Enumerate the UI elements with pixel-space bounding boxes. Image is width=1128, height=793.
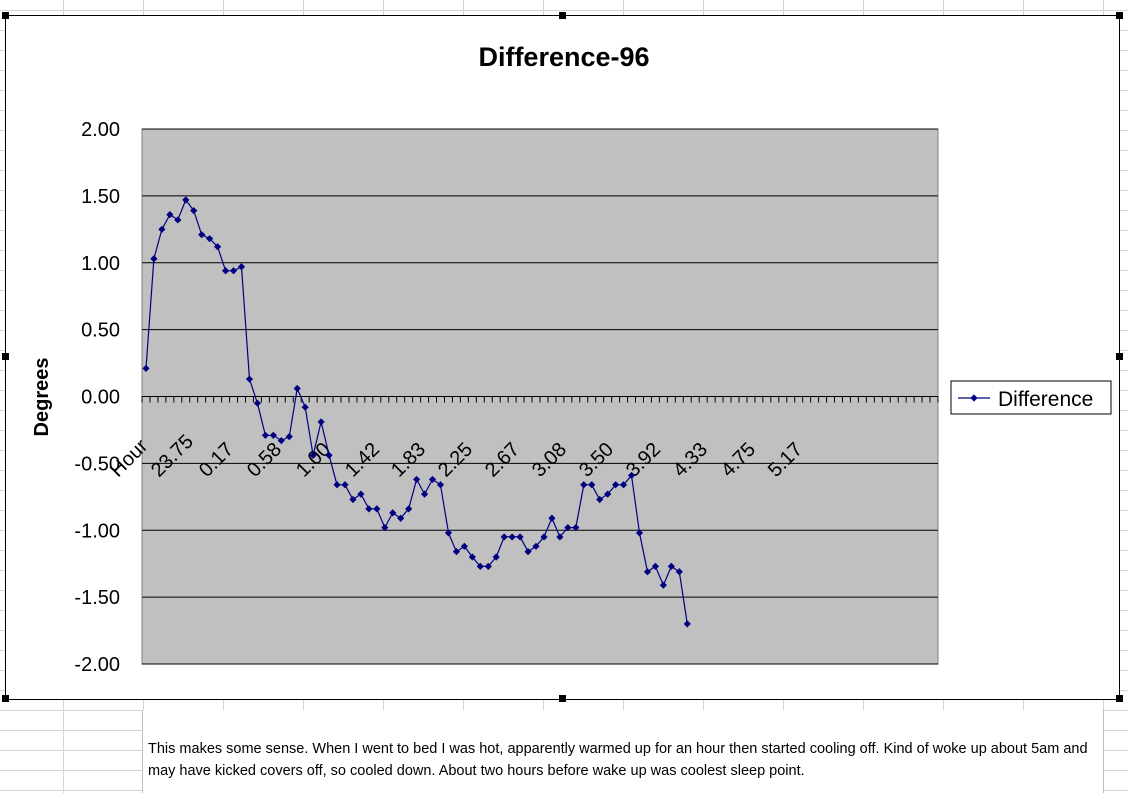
resize-handle-top-middle[interactable]: [559, 12, 566, 19]
data-point: [468, 553, 476, 561]
data-point: [373, 505, 381, 513]
y-tick-label: 0.50: [81, 320, 120, 342]
data-point: [349, 495, 357, 504]
data-point: [237, 263, 246, 271]
data-point: [341, 481, 349, 489]
data-point: [436, 481, 445, 489]
data-point: [532, 542, 540, 550]
data-point: [174, 216, 182, 224]
chart-title: Difference-96: [478, 42, 650, 72]
data-point: [277, 437, 285, 445]
data-point: [516, 533, 524, 541]
data-point: [301, 403, 309, 411]
data-point: [397, 514, 405, 522]
data-point: [500, 533, 508, 541]
data-point: [389, 509, 397, 517]
legend-label: Difference: [998, 388, 1093, 411]
data-point: [643, 568, 652, 576]
data-point: [413, 475, 421, 484]
data-point: [190, 206, 198, 215]
data-point: [580, 481, 588, 489]
data-point: [604, 490, 612, 498]
data-point: [221, 267, 230, 275]
data-point: [381, 523, 389, 532]
data-point: [667, 562, 675, 570]
data-point: [365, 505, 373, 513]
data-point: [492, 553, 500, 561]
data-point: [214, 243, 222, 251]
resize-handle-bottom-left[interactable]: [2, 695, 9, 702]
data-point: [540, 533, 548, 541]
data-point: [285, 433, 293, 441]
legend-marker-icon: [970, 394, 978, 402]
resize-handle-middle-right[interactable]: [1116, 353, 1123, 360]
data-point: [612, 481, 620, 489]
data-point: [460, 542, 468, 550]
data-point: [142, 364, 150, 373]
data-point: [588, 481, 596, 489]
data-point: [572, 523, 580, 532]
data-point: [476, 562, 484, 570]
y-tick-label: 1.00: [81, 253, 120, 275]
data-point: [309, 451, 317, 459]
data-point: [333, 481, 341, 489]
y-tick-label: -0.50: [74, 453, 120, 475]
y-axis-label: Degrees: [31, 358, 53, 437]
data-point: [452, 548, 461, 556]
data-point: [293, 384, 301, 393]
data-point: [261, 431, 269, 439]
data-point: [627, 471, 636, 480]
resize-handle-bottom-middle[interactable]: [559, 695, 566, 702]
data-point: [548, 514, 556, 522]
data-point: [683, 620, 691, 628]
resize-handle-top-left[interactable]: [2, 12, 9, 19]
data-point: [675, 568, 683, 576]
comment-note: This makes some sense. When I went to be…: [142, 710, 1104, 793]
data-point: [253, 399, 262, 407]
data-point: [269, 431, 277, 439]
resize-handle-bottom-right[interactable]: [1116, 695, 1123, 702]
data-point: [206, 235, 214, 243]
data-point: [635, 529, 644, 537]
data-point: [357, 490, 365, 498]
data-point: [158, 225, 166, 233]
data-point: [508, 533, 516, 541]
y-tick-label: 1.50: [81, 186, 120, 208]
data-point: [150, 255, 158, 263]
data-point: [229, 267, 238, 275]
data-point: [166, 211, 174, 219]
data-point: [198, 231, 206, 239]
data-point: [596, 495, 604, 504]
data-point: [659, 581, 667, 589]
y-tick-label: 2.00: [81, 119, 120, 141]
data-point: [420, 490, 429, 498]
data-point: [524, 548, 532, 556]
data-point: [428, 475, 437, 484]
data-point: [182, 196, 190, 204]
data-point: [651, 562, 660, 570]
data-point: [564, 523, 572, 532]
data-point: [484, 562, 492, 570]
data-point: [317, 418, 325, 426]
data-point: [325, 451, 333, 459]
data-point: [444, 529, 453, 537]
y-tick-label: -1.50: [74, 587, 120, 609]
resize-handle-top-right[interactable]: [1116, 12, 1123, 19]
data-point: [556, 533, 564, 541]
y-tick-label: -1.00: [74, 520, 120, 542]
resize-handle-middle-left[interactable]: [2, 353, 9, 360]
y-tick-label: -2.00: [74, 654, 120, 676]
data-point: [245, 375, 254, 383]
y-tick-label: 0.00: [81, 387, 120, 409]
data-point: [619, 481, 628, 489]
data-point: [405, 505, 413, 513]
